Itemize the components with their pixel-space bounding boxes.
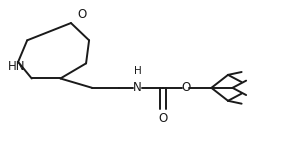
Text: O: O [77,8,86,21]
Text: O: O [181,81,190,94]
Text: H: H [133,66,141,76]
Text: N: N [133,81,142,94]
Text: HN: HN [8,60,25,73]
Text: O: O [159,112,168,125]
